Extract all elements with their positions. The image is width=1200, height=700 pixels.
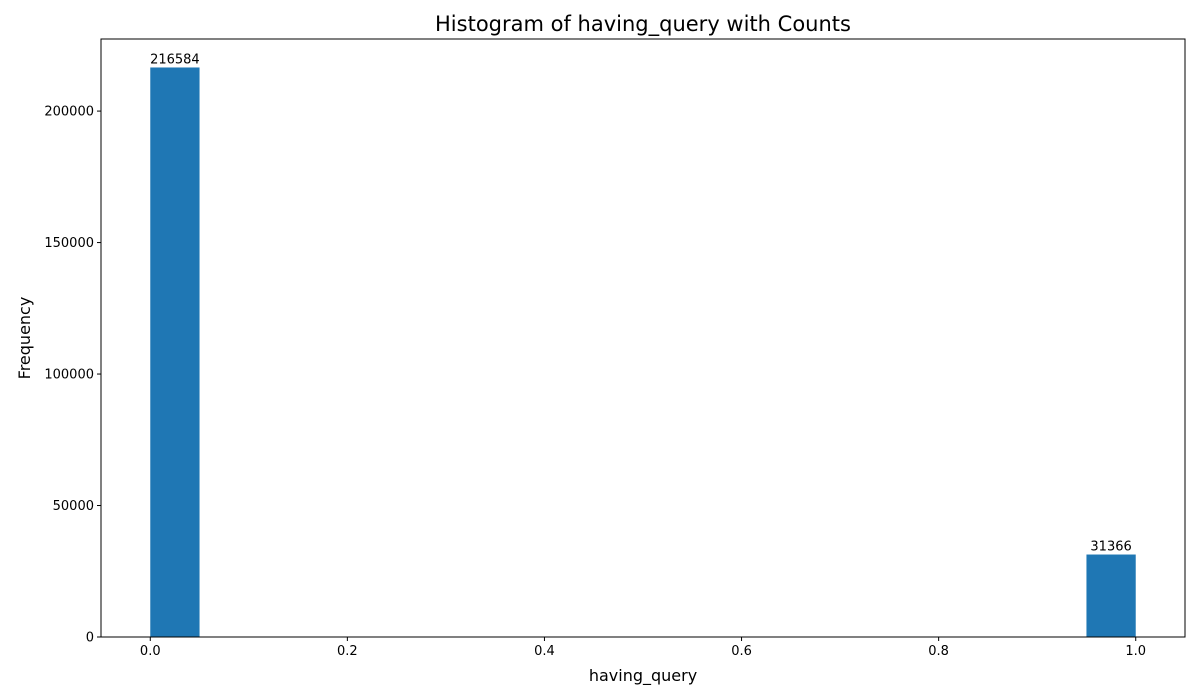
x-tick-label: 0.8 [928, 644, 949, 659]
y-tick-label: 200000 [44, 105, 94, 120]
bar-count-label: 216584 [150, 52, 200, 67]
y-axis-ticks: 0 50000 100000 150000 200000 [44, 105, 101, 646]
y-tick-label: 150000 [44, 236, 94, 251]
plot-frame [100, 38, 1186, 638]
y-tick-label: 50000 [53, 499, 94, 514]
x-tick-label: 0.6 [731, 644, 752, 659]
chart-title: Histogram of having_query with Counts [435, 12, 851, 37]
y-axis-label: Frequency [15, 297, 34, 380]
x-tick-label: 0.0 [140, 644, 161, 659]
x-axis-ticks: 0.0 0.2 0.4 0.6 0.8 1.0 [140, 637, 1146, 659]
x-axis-label: having_query [589, 666, 697, 686]
x-tick-label: 0.4 [534, 644, 555, 659]
data-labels-group: 216584 31366 [150, 52, 1132, 554]
y-tick-label: 0 [86, 631, 94, 646]
histogram-bar [1086, 554, 1136, 637]
histogram-bar [150, 67, 200, 637]
y-tick-label: 100000 [44, 368, 94, 383]
bars-group [150, 67, 1136, 637]
x-tick-label: 1.0 [1125, 644, 1146, 659]
bar-count-label: 31366 [1090, 540, 1131, 555]
x-tick-label: 0.2 [337, 644, 358, 659]
